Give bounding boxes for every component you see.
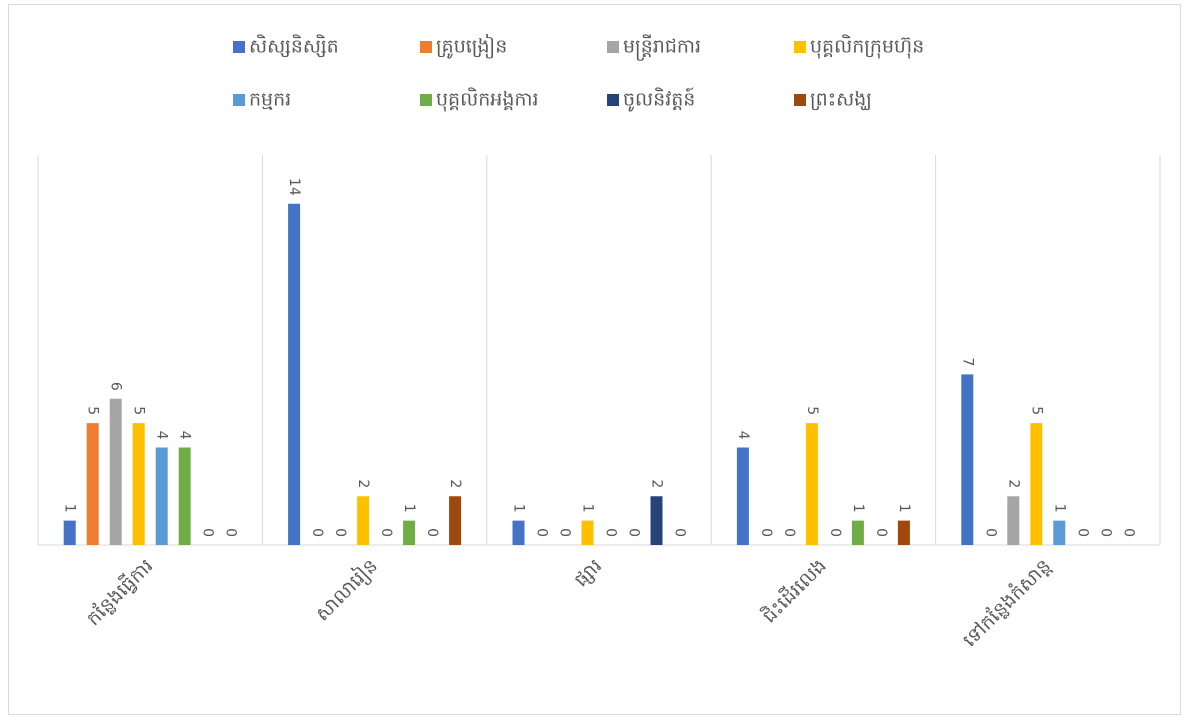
legend-swatch bbox=[233, 94, 245, 106]
bar bbox=[109, 398, 122, 545]
legend-swatch bbox=[420, 41, 432, 53]
data-label: 5 bbox=[85, 406, 101, 415]
bar bbox=[1007, 496, 1020, 545]
legend-label: ព្រះសង្ឃ bbox=[810, 89, 872, 111]
data-label: 1 bbox=[580, 504, 596, 513]
bar bbox=[1053, 520, 1066, 545]
data-label: 1 bbox=[511, 504, 527, 513]
data-label: 5 bbox=[804, 406, 820, 415]
bar bbox=[851, 520, 864, 545]
legend-label: មន្ត្រីរាជការ bbox=[623, 34, 701, 62]
data-label: 0 bbox=[873, 528, 889, 537]
legend-label: បុគ្គលិកក្រុមហ៊ុន bbox=[810, 34, 924, 60]
data-label: 0 bbox=[557, 528, 573, 537]
legend-label: បុគ្គលិកអង្គការ bbox=[436, 87, 539, 113]
legend-swatch bbox=[607, 94, 619, 106]
data-label: 0 bbox=[603, 528, 619, 537]
legend-swatch bbox=[794, 94, 806, 106]
bar bbox=[357, 496, 370, 545]
bar bbox=[581, 520, 594, 545]
data-label: 0 bbox=[626, 528, 642, 537]
data-label: 0 bbox=[223, 528, 239, 537]
data-label: 0 bbox=[200, 528, 216, 537]
bar bbox=[63, 520, 76, 545]
data-label: 0 bbox=[332, 528, 348, 537]
data-label: 2 bbox=[1005, 479, 1021, 488]
data-label: 5 bbox=[131, 406, 147, 415]
bar bbox=[403, 520, 416, 545]
legend-swatch bbox=[607, 41, 619, 53]
bar bbox=[288, 203, 301, 545]
data-label: 2 bbox=[649, 479, 665, 488]
data-label: 2 bbox=[447, 479, 463, 488]
bar bbox=[736, 447, 749, 545]
data-label: 4 bbox=[177, 431, 193, 440]
bar bbox=[512, 520, 525, 545]
data-label: 0 bbox=[827, 528, 843, 537]
bar bbox=[132, 423, 145, 545]
bar bbox=[897, 520, 910, 545]
bar bbox=[650, 496, 663, 545]
legend-label: កម្មករ bbox=[249, 89, 291, 111]
data-label: 1 bbox=[1051, 504, 1067, 513]
data-label: 1 bbox=[850, 504, 866, 513]
bar bbox=[178, 447, 191, 545]
data-label: 0 bbox=[982, 528, 998, 537]
data-label: 0 bbox=[1074, 528, 1090, 537]
bar bbox=[86, 423, 99, 545]
data-label: 0 bbox=[1120, 528, 1136, 537]
bar bbox=[449, 496, 462, 545]
legend-label: សិស្សនិស្សិត bbox=[249, 34, 339, 58]
data-label: 6 bbox=[108, 382, 124, 391]
data-label: 14 bbox=[286, 178, 302, 196]
legend-label: ចូលនិវត្តន៍ bbox=[623, 87, 695, 113]
bar bbox=[961, 374, 974, 545]
data-label: 0 bbox=[672, 528, 688, 537]
data-label: 0 bbox=[1097, 528, 1113, 537]
data-label: 7 bbox=[959, 357, 975, 366]
data-label: 1 bbox=[896, 504, 912, 513]
data-label: 0 bbox=[758, 528, 774, 537]
data-label: 0 bbox=[424, 528, 440, 537]
data-label: 1 bbox=[401, 504, 417, 513]
data-label: 0 bbox=[781, 528, 797, 537]
data-label: 0 bbox=[378, 528, 394, 537]
data-label: 1 bbox=[62, 504, 78, 513]
data-label: 4 bbox=[735, 431, 751, 440]
bar bbox=[155, 447, 168, 545]
legend-swatch bbox=[794, 41, 806, 53]
data-label: 0 bbox=[534, 528, 550, 537]
legend-label: គ្រូបង្រៀន bbox=[436, 34, 507, 60]
chart-border bbox=[8, 4, 1181, 715]
bar bbox=[1030, 423, 1043, 545]
data-label: 4 bbox=[154, 431, 170, 440]
data-label: 5 bbox=[1028, 406, 1044, 415]
data-label: 0 bbox=[309, 528, 325, 537]
bar bbox=[805, 423, 818, 545]
data-label: 2 bbox=[355, 479, 371, 488]
legend-swatch bbox=[420, 94, 432, 106]
legend-swatch bbox=[233, 41, 245, 53]
